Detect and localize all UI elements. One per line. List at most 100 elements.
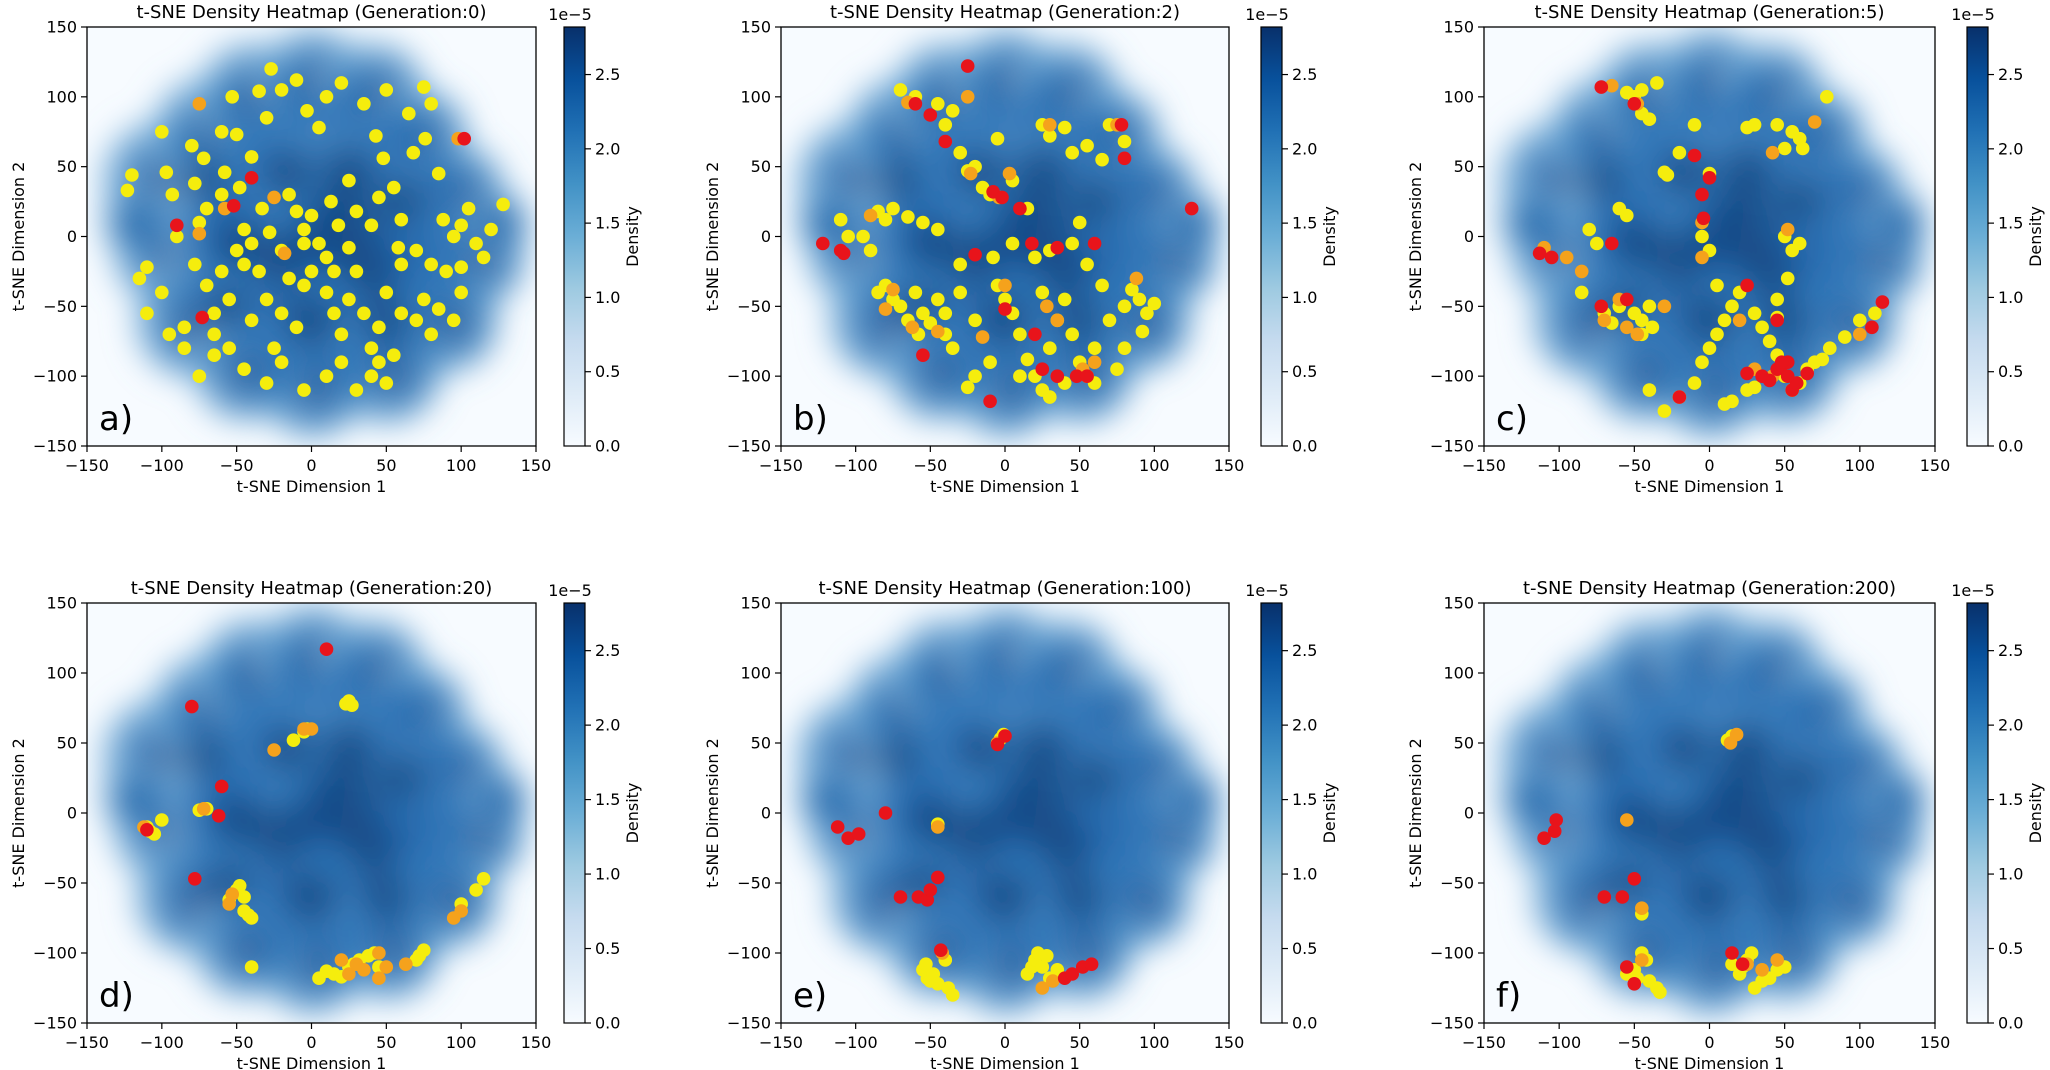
data-point	[1653, 985, 1667, 999]
data-point	[255, 201, 269, 216]
data-point	[836, 246, 851, 261]
data-point	[1725, 299, 1739, 314]
data-point	[1695, 229, 1709, 244]
data-point	[871, 285, 885, 300]
y-tick-label: 0	[1464, 804, 1474, 823]
data-point	[945, 341, 960, 356]
data-point	[232, 180, 247, 195]
data-point	[1747, 118, 1762, 132]
density-blob	[468, 769, 529, 829]
density-blob	[1867, 768, 1928, 830]
data-point	[1696, 211, 1711, 226]
density-peak	[1610, 795, 1659, 845]
y-tick-label: −50	[1440, 297, 1474, 316]
data-point	[1627, 872, 1642, 886]
density-peak	[1605, 861, 1648, 905]
colorbar-exponent: 1e−5	[1951, 581, 1995, 600]
x-tick-label: 0	[1704, 1033, 1714, 1052]
scatter-points	[120, 62, 510, 397]
density-peak	[321, 146, 376, 201]
data-point	[1780, 271, 1795, 286]
colorbar-tick-label: 0.5	[595, 939, 620, 958]
x-axis-label: t-SNE Dimension 1	[237, 477, 387, 496]
chart-title: t-SNE Density Heatmap (Generation:100)	[819, 578, 1192, 599]
data-point	[1820, 90, 1834, 104]
data-point	[476, 872, 491, 886]
density-blobs	[795, 605, 1222, 1014]
series-3	[140, 642, 334, 886]
density-blobs	[101, 28, 529, 438]
series-3	[170, 131, 472, 325]
data-point	[207, 306, 221, 321]
data-point	[1135, 324, 1150, 339]
data-point	[830, 820, 845, 834]
data-point	[893, 83, 908, 97]
x-tick-label: −150	[65, 456, 109, 475]
data-point	[1147, 296, 1162, 311]
data-point	[1050, 313, 1065, 328]
data-point	[1087, 341, 1102, 356]
data-point	[963, 166, 978, 181]
y-tick-label: 150	[1443, 18, 1474, 37]
data-point	[402, 106, 416, 121]
data-point	[1620, 960, 1634, 974]
colorbar-exponent: 1e−5	[548, 581, 592, 600]
x-tick-label: −100	[140, 1033, 184, 1052]
data-point	[125, 168, 139, 182]
series-2	[137, 722, 469, 985]
density-peak	[1760, 296, 1809, 345]
data-point	[1642, 112, 1657, 126]
data-point	[1050, 240, 1065, 255]
data-point	[237, 222, 251, 237]
data-point	[391, 240, 406, 255]
colorbar-label: Density	[623, 783, 642, 844]
data-point	[454, 904, 469, 918]
data-point	[1605, 236, 1619, 251]
data-point	[417, 80, 431, 94]
data-point	[916, 306, 930, 321]
panel-label: a)	[99, 399, 133, 439]
density-heatmap	[795, 605, 1222, 1014]
data-point	[1875, 295, 1890, 309]
x-tick-label: −150	[1462, 1033, 1506, 1052]
panel-label: d)	[99, 976, 134, 1016]
x-tick-label: −150	[759, 1033, 803, 1052]
colorbar: 0.0 0.5 1.0 1.5 2.0 2.5 1e−5 Density	[1245, 5, 1339, 456]
data-point	[960, 59, 975, 73]
data-point	[1747, 306, 1762, 321]
data-point	[334, 327, 349, 342]
data-point	[968, 247, 982, 262]
data-point	[454, 218, 469, 233]
data-point	[319, 642, 334, 656]
data-point	[1838, 330, 1852, 344]
data-point	[394, 212, 409, 227]
density-blob	[101, 192, 162, 253]
data-point	[349, 264, 364, 279]
data-point	[851, 827, 866, 841]
data-point	[192, 215, 207, 230]
data-point	[953, 285, 967, 300]
data-point	[1184, 201, 1199, 216]
y-tick-label: 100	[740, 664, 771, 683]
y-tick-label: −50	[737, 874, 771, 893]
data-point	[394, 257, 409, 272]
y-tick-label: −100	[33, 944, 77, 963]
data-point	[214, 779, 229, 794]
x-tick-label: −150	[1462, 456, 1506, 475]
data-point	[1050, 369, 1065, 384]
data-point	[1028, 250, 1042, 265]
density-peak	[265, 149, 313, 198]
data-point	[1114, 118, 1129, 132]
density-peak	[978, 870, 1032, 924]
density-blobs	[101, 605, 529, 1014]
data-point	[1549, 813, 1563, 827]
x-tick-label: 150	[1214, 1033, 1245, 1052]
data-point	[267, 743, 281, 757]
data-point	[225, 887, 239, 901]
data-point	[878, 302, 893, 316]
data-point	[1710, 327, 1724, 342]
density-peak	[1015, 723, 1070, 777]
data-point	[1717, 397, 1732, 411]
data-point	[1057, 292, 1072, 307]
y-tick-label: −100	[33, 367, 77, 386]
